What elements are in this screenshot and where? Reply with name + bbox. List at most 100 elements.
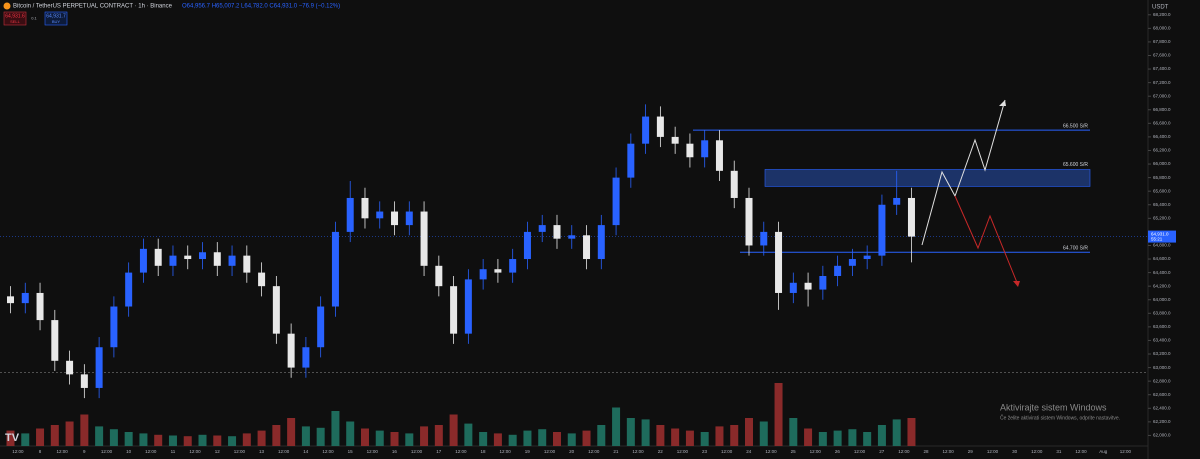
y-tick-label: 68,200.0 (1153, 12, 1171, 17)
volume-bar (316, 427, 325, 446)
x-tick-label: 24 (746, 449, 752, 454)
y-tick-label: 63,800.0 (1153, 310, 1171, 315)
candle-body (671, 136, 679, 144)
x-tick-label: 12:00 (500, 449, 512, 454)
candle-body (450, 286, 458, 334)
x-tick-label: 12:00 (765, 449, 777, 454)
x-tick-label: 12:00 (57, 449, 69, 454)
y-tick-label: 62,200.0 (1153, 419, 1171, 424)
volume-bar (804, 428, 813, 446)
candle-body (848, 259, 856, 266)
candle-body (346, 197, 354, 232)
y-tick-label: 64,800.0 (1153, 243, 1171, 248)
y-tick-label: 64,400.0 (1153, 270, 1171, 275)
y-tick-label: 62,600.0 (1153, 392, 1171, 397)
volume-bar (228, 436, 237, 446)
watermark-title: Aktivirajte sistem Windows (1000, 402, 1107, 412)
buy-price: 64,931.7 (46, 13, 66, 19)
candle-body (243, 255, 251, 273)
volume-bar (730, 425, 739, 446)
candle-body (169, 255, 177, 266)
y-tick-label: 62,800.0 (1153, 378, 1171, 383)
coin-icon (3, 2, 11, 10)
volume-bar (582, 430, 591, 446)
candle-body (420, 211, 428, 266)
tv-logo: TV (5, 432, 20, 444)
y-tick-label: 67,200.0 (1153, 80, 1171, 85)
x-tick-label: 12:00 (1120, 449, 1132, 454)
y-tick-label: 66,600.0 (1153, 121, 1171, 126)
y-tick-label: 63,200.0 (1153, 351, 1171, 356)
candle-body (745, 197, 753, 246)
candle-body (51, 320, 59, 361)
candle-body (760, 231, 768, 246)
candle-body (464, 279, 472, 334)
volume-bar (168, 435, 177, 446)
x-tick-label: 12:00 (721, 449, 733, 454)
candle-body (110, 306, 118, 348)
volume-bar (65, 421, 74, 446)
candle-body (834, 265, 842, 276)
x-tick-label: 12 (215, 449, 221, 454)
x-tick-label: 22 (658, 449, 664, 454)
x-tick-label: 12:00 (411, 449, 423, 454)
volume-bar (907, 418, 916, 446)
candle-body (893, 197, 901, 205)
candle-body (553, 225, 561, 239)
y-tick-label: 63,400.0 (1153, 338, 1171, 343)
y-tick-label: 67,800.0 (1153, 39, 1171, 44)
volume-bar (833, 430, 842, 446)
y-tick-label: 64,200.0 (1153, 283, 1171, 288)
volume-bar (272, 425, 281, 446)
volume-bar (892, 419, 901, 446)
candle-body (258, 272, 266, 287)
x-tick-label: 12:00 (632, 449, 644, 454)
level-label: 64.700 S/R (1063, 246, 1088, 252)
x-tick-label: 23 (702, 449, 708, 454)
sr-zone (764, 169, 1091, 187)
candle-body (686, 143, 694, 158)
volume-bar (538, 429, 547, 446)
candle-body (272, 286, 280, 334)
volume-bar (242, 433, 251, 446)
volume-bar (360, 428, 369, 446)
x-tick-label: 27 (879, 449, 885, 454)
candle-body (66, 360, 74, 375)
arrow-head (999, 100, 1006, 106)
candle-body (538, 225, 546, 232)
sell-button[interactable] (3, 11, 27, 26)
candle-body (804, 282, 812, 290)
candle-body (213, 252, 221, 266)
buy-button[interactable] (44, 11, 68, 26)
y-tick-label: 62,000.0 (1153, 433, 1171, 438)
volume-bar (877, 425, 886, 446)
x-tick-label: 15 (348, 449, 354, 454)
candle-body (287, 333, 295, 368)
volume-bar (257, 430, 266, 446)
x-tick-label: 30 (1012, 449, 1018, 454)
volume-bar (848, 429, 857, 446)
y-tick-label: 67,600.0 (1153, 53, 1171, 58)
candle-body (435, 265, 443, 287)
volume-bar (6, 430, 15, 446)
y-tick-label: 65,200.0 (1153, 216, 1171, 221)
y-tick-label: 67,000.0 (1153, 93, 1171, 98)
volume-bar (301, 426, 310, 446)
volume-bar (493, 433, 502, 446)
candle-body (509, 259, 517, 273)
candle-body (597, 225, 605, 260)
chart-title: Bitcoin / TetherUS PERPETUAL CONTRACT · … (13, 4, 173, 10)
candle-body (154, 248, 162, 266)
x-tick-label: 14 (303, 449, 309, 454)
volume-bar (567, 433, 576, 446)
x-tick-label: 12:00 (145, 449, 157, 454)
x-tick-label: 12:00 (101, 449, 113, 454)
x-tick-label: 12:00 (322, 449, 334, 454)
volume-bar (213, 435, 222, 446)
x-tick-label: 12:00 (234, 449, 246, 454)
volume-bar (198, 434, 207, 446)
volume-bar (789, 418, 798, 446)
candle-body (583, 235, 591, 260)
candle-body (775, 231, 783, 293)
